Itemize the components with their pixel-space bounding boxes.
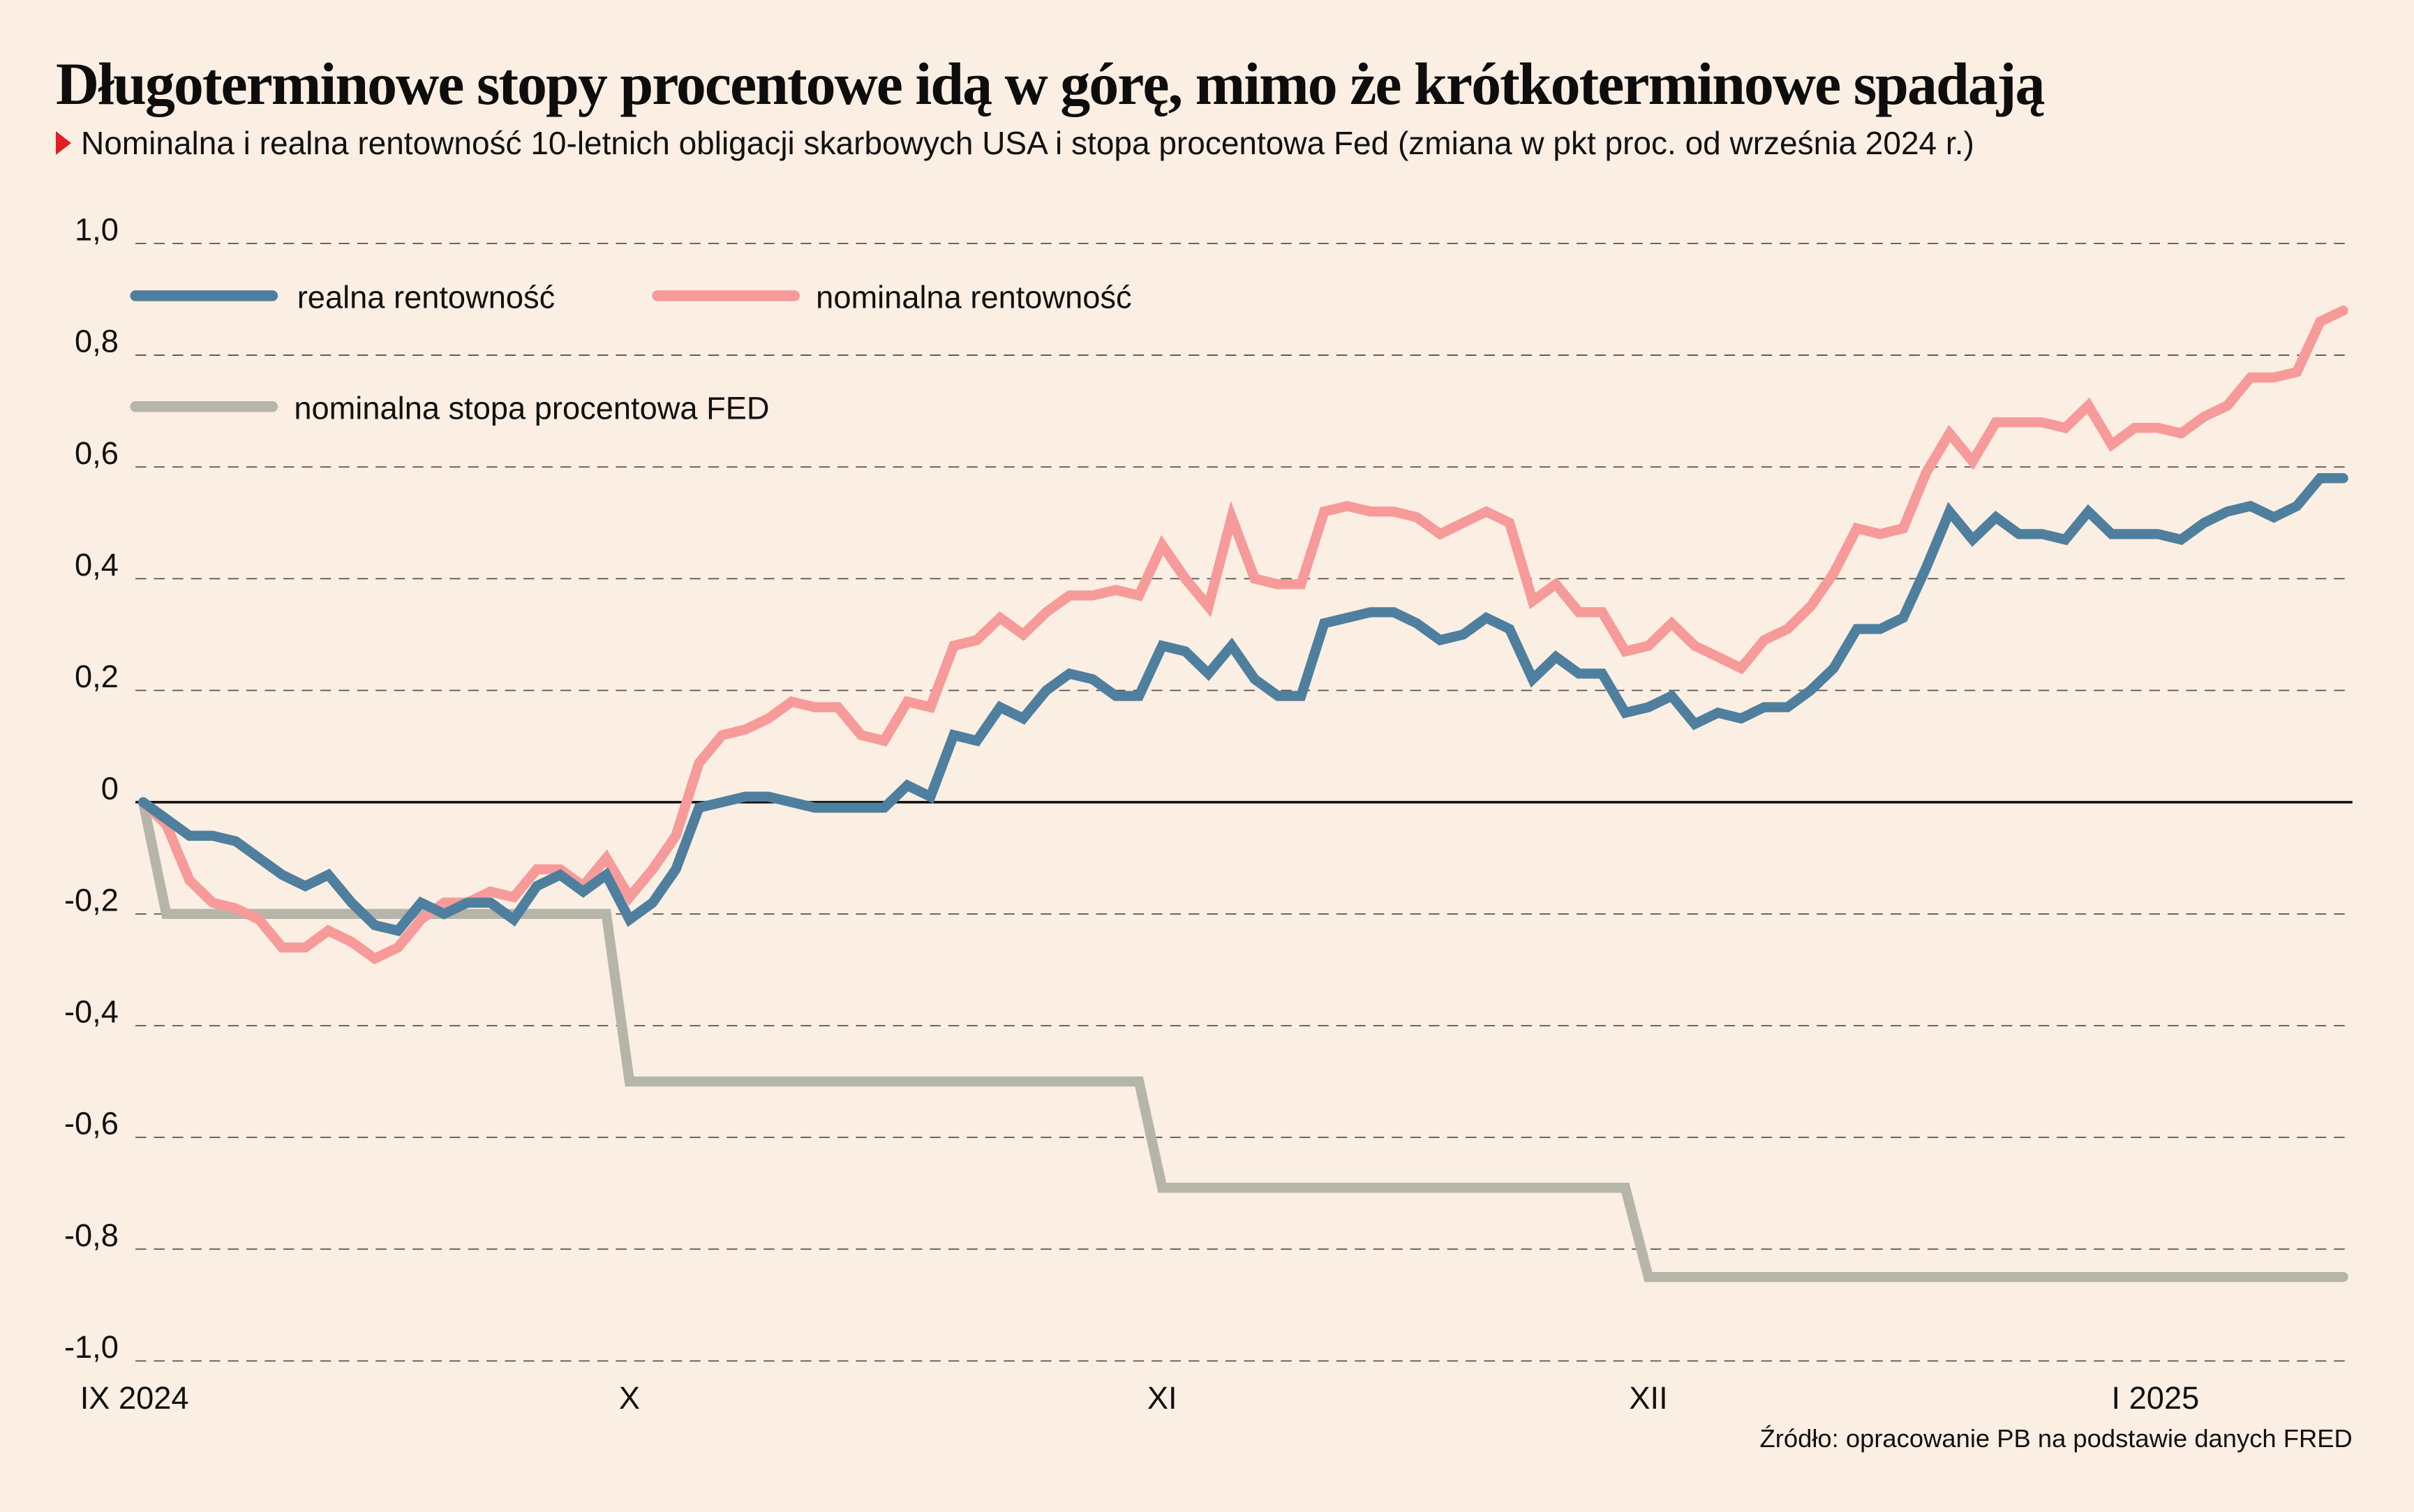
- y-tick-label: 0,8: [75, 324, 119, 359]
- chart-subtitle-text: Nominalna i realna rentowność 10-letnich…: [81, 125, 1974, 161]
- y-tick-label: 0,2: [75, 659, 119, 694]
- x-tick-label: I 2025: [2112, 1380, 2200, 1416]
- series-lines: [137, 305, 2348, 1282]
- triangle-marker-icon: [56, 131, 71, 155]
- y-tick-label: 0: [101, 770, 119, 806]
- y-tick-label: -1,0: [64, 1329, 119, 1365]
- legend-label-nominal: nominalna rentowność: [816, 280, 1131, 315]
- y-tick-label: 0,4: [75, 547, 119, 583]
- y-tick-label: -0,2: [64, 882, 119, 918]
- y-tick-label: -0,6: [64, 1106, 119, 1142]
- x-axis-ticks: IX 2024 X XI XII I 2025: [80, 1380, 2200, 1416]
- x-tick-label: XI: [1147, 1380, 1177, 1416]
- series-line-fed-rate: [137, 797, 2348, 1282]
- y-tick-label: 0,6: [75, 435, 119, 471]
- x-tick-label: IX 2024: [80, 1380, 189, 1416]
- series-line-real-yield: [137, 473, 2348, 936]
- y-tick-label: -0,8: [64, 1218, 119, 1253]
- legend: realna rentowność nominalna rentowność n…: [130, 280, 1132, 426]
- x-tick-label: X: [619, 1380, 640, 1416]
- legend-label-fed: nominalna stopa procentowa FED: [294, 390, 769, 426]
- source-note: Źródło: opracowanie PB na podstawie dany…: [1760, 1424, 2353, 1453]
- chart-subtitle: Nominalna i realna rentowność 10-letnich…: [56, 124, 1974, 162]
- series-line-nominal-yield: [137, 305, 2348, 965]
- y-axis-ticks: 1,0 0,8 0,6 0,4 0,2 0 -0,2 -0,4 -0,6 -0,8 -1,0: [64, 211, 119, 1365]
- chart-title: Długoterminowe stopy procentowe idą w gó…: [56, 50, 2045, 117]
- legend-label-real: realna rentowność: [297, 280, 556, 315]
- x-tick-label: XII: [1629, 1380, 1667, 1416]
- y-tick-label: -0,4: [64, 994, 119, 1030]
- y-tick-label: 1,0: [75, 211, 119, 247]
